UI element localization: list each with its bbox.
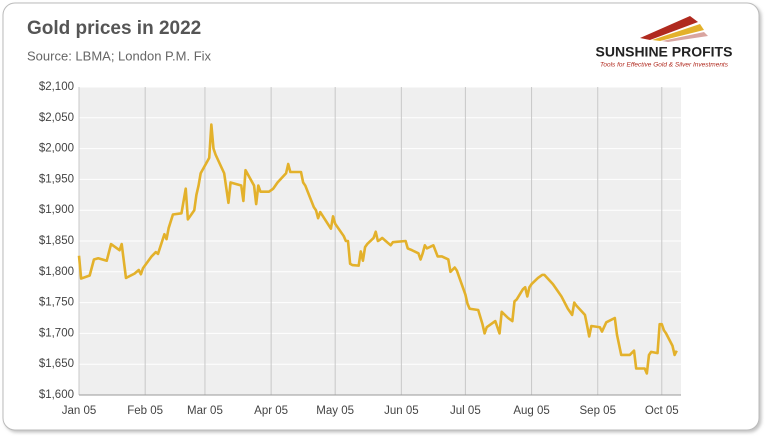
x-tick-label: Jan 05 [62,405,97,417]
x-tick-label: Oct 05 [645,405,679,417]
y-tick-label: $1,900 [39,204,74,216]
y-tick-label: $1,650 [39,358,74,370]
x-tick-label: Jul 05 [450,405,481,417]
chart-subtitle: Source: LBMA; London P.M. Fix [27,48,212,63]
y-tick-label: $2,100 [39,81,74,93]
logo-swoosh [640,16,698,40]
y-tick-label: $2,050 [39,112,74,124]
logo-swoosh [662,32,708,42]
logo-tagline: Tools for Effective Gold & Silver Invest… [600,62,729,69]
chart-title: Gold prices in 2022 [27,18,201,39]
x-tick-label: Apr 05 [254,405,288,417]
x-tick-label: Mar 05 [187,405,223,417]
y-tick-label: $1,800 [39,266,74,278]
x-tick-label: Jun 05 [384,405,419,417]
logo-swoosh [652,24,704,41]
x-tick-label: Aug 05 [513,405,549,417]
x-tick-label: Sep 05 [580,405,616,417]
logo: SUNSHINE PROFITS Tools for Effective Gol… [596,16,733,69]
y-tick-label: $2,000 [39,143,74,155]
x-tick-label: May 05 [316,405,354,417]
y-tick-label: $1,750 [39,297,74,309]
y-tick-label: $1,950 [39,173,74,185]
y-tick-label: $1,600 [39,389,74,401]
y-tick-label: $1,850 [39,235,74,247]
x-tick-label: Feb 05 [127,405,163,417]
price-line [77,123,678,375]
y-tick-label: $1,700 [39,327,74,339]
logo-name: SUNSHINE PROFITS [596,44,733,60]
